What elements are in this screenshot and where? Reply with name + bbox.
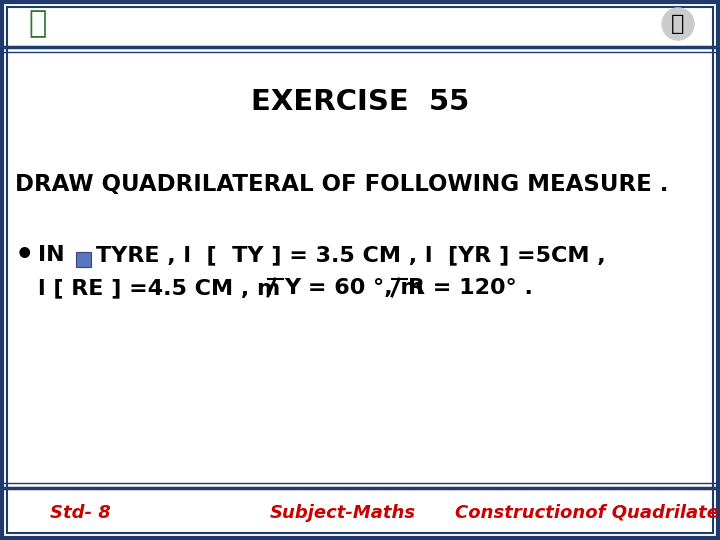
Text: EXERCISE  55: EXERCISE 55	[251, 88, 469, 116]
Text: Subject-Maths: Subject-Maths	[270, 504, 416, 522]
Text: 🌲: 🌲	[29, 10, 47, 38]
Bar	[76, 252, 91, 267]
FancyBboxPatch shape	[7, 7, 713, 533]
Text: •: •	[15, 240, 35, 269]
Text: 👩: 👩	[671, 14, 685, 34]
Text: DRAW QUADRILATERAL OF FOLLOWING MEASURE .: DRAW QUADRILATERAL OF FOLLOWING MEASURE …	[15, 173, 668, 197]
Text: R = 120° .: R = 120° .	[408, 278, 533, 298]
Text: Std- 8: Std- 8	[50, 504, 111, 522]
Text: Y = 60 °, m: Y = 60 °, m	[284, 278, 423, 298]
Text: Constructionof Quadrilaterals: Constructionof Quadrilaterals	[455, 504, 720, 522]
Text: IN: IN	[38, 245, 73, 265]
Text: l [ RE ] =4.5 CM , m: l [ RE ] =4.5 CM , m	[38, 278, 280, 298]
Circle shape	[662, 8, 694, 40]
Text: TYRE , l  [  TY ] = 3.5 CM , l  [YR ] =5CM ,: TYRE , l [ TY ] = 3.5 CM , l [YR ] =5CM …	[96, 245, 606, 265]
